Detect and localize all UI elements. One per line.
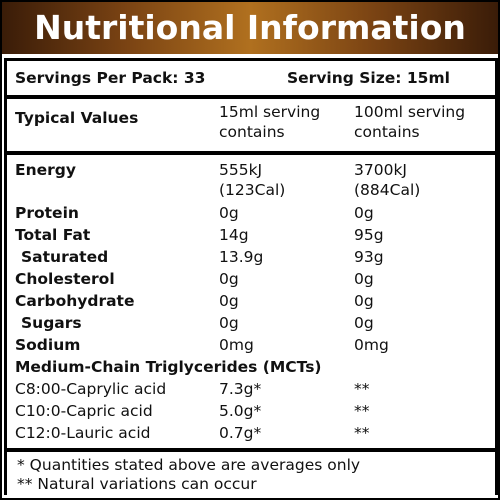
footnote: ** Natural variations can occur [17,475,257,493]
nutrient-name: Saturated [21,248,109,266]
nutrient-box: Energy 555kJ (123Cal) 3700kJ (884Cal) Prote… [4,152,498,451]
value-per-100ml: ** [354,402,370,420]
value-per-100ml: 0g [354,314,374,332]
value-per-100ml: 0g [354,270,374,288]
value-per-100ml: 95g [354,226,384,244]
value-per-100ml: 0g [354,292,374,310]
nutrient-name: Energy [15,161,76,179]
column-header: 15ml serving contains [219,103,321,141]
column-header-box: Typical Values 15ml serving contains 100… [4,96,498,154]
title: Nutritional Information [2,2,498,54]
nutrient-name: Protein [15,204,79,222]
mct-name: C12:0-Lauric acid [15,424,151,442]
value-per-serving: 5.0g* [219,402,262,420]
column-header: 100ml serving contains [354,103,466,141]
value-per-serving: 0g [219,270,239,288]
servings-box: Servings Per Pack: 33 Serving Size: 15ml [4,58,498,98]
value-per-100ml: 93g [354,248,384,266]
value-per-100ml: ** [354,424,370,442]
value-per-serving: 14g [219,226,249,244]
nutrient-name: Total Fat [15,226,91,244]
value-per-serving: 0g [219,292,239,310]
serving-size: Serving Size: 15ml [287,69,450,87]
value-per-serving: 7.3g* [219,380,262,398]
value-per-serving: 13.9g [219,248,264,266]
footnote: * Quantities stated above are averages o… [17,456,361,474]
mct-name: C8:00-Caprylic acid [15,380,167,398]
footnote-box: * Quantities stated above are averages o… [4,449,498,495]
value-per-serving: 0.7g* [219,424,262,442]
nutrient-name: Cholesterol [15,270,115,288]
value-per-serving: 0g [219,204,239,222]
value-per-100ml: 0mg [354,336,389,354]
nutrient-name: Carbohydrate [15,292,135,310]
value-per-serving: 0g [219,314,239,332]
nutrient-name: Sodium [15,336,81,354]
mct-heading: Medium-Chain Triglycerides (MCTs) [15,358,322,376]
column-header: Typical Values [15,109,139,127]
nutrient-name: Sugars [21,314,82,332]
value-per-100ml: ** [354,380,370,398]
value-per-100ml: 3700kJ (884Cal) [354,161,421,199]
mct-name: C10:0-Capric acid [15,402,153,420]
value-per-serving: 0mg [219,336,254,354]
value-per-100ml: 0g [354,204,374,222]
value-per-serving: 555kJ (123Cal) [219,161,286,199]
servings-per-pack: Servings Per Pack: 33 [15,69,206,87]
